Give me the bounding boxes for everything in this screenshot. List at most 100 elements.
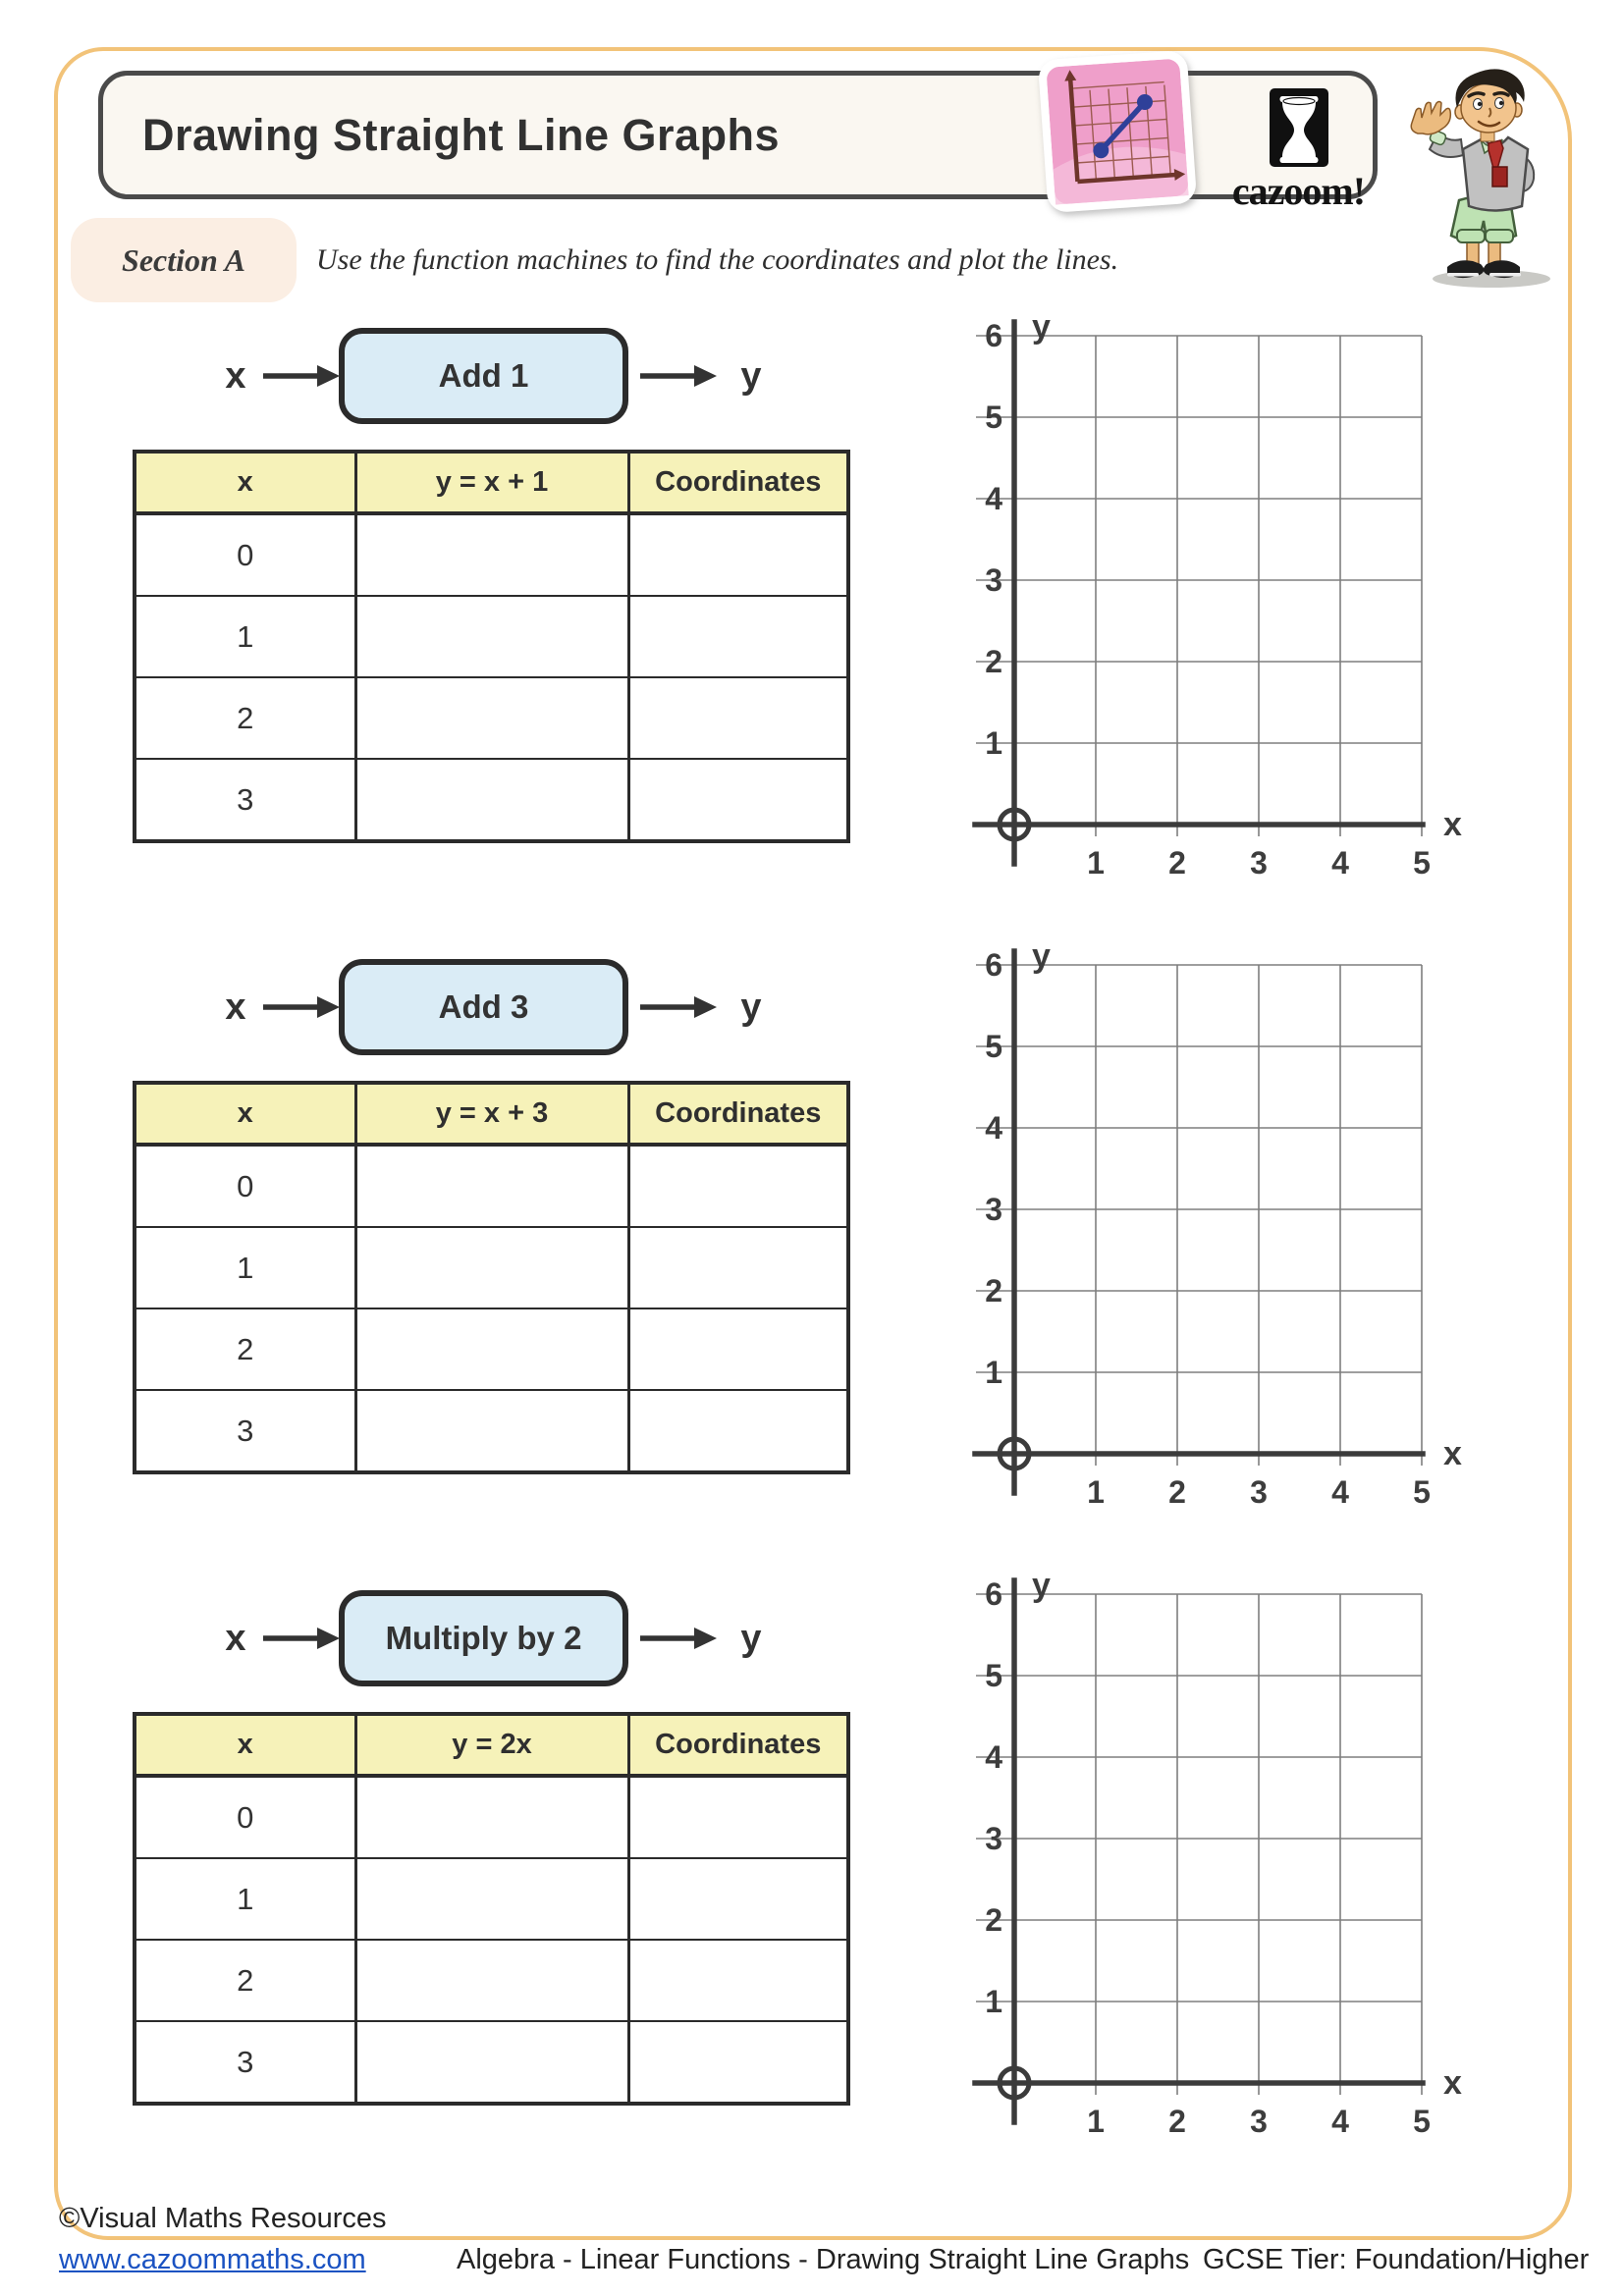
table-row: 2	[133, 676, 850, 760]
origin-marker	[997, 1436, 1032, 1471]
x-tick-label: 2	[1168, 1474, 1186, 1510]
x-value-cell: 0	[133, 512, 357, 597]
arrow-right-icon	[640, 996, 717, 1018]
machine-input-label: x	[225, 1617, 246, 1659]
answer-cell	[353, 1308, 630, 1391]
answer-cell	[626, 1308, 850, 1391]
cazoom-logo-text: cazoom!	[1231, 169, 1366, 213]
answer-cell	[626, 758, 850, 842]
function-table-add-1: x y = x + 1 Coordinates 0 1 2 3	[133, 450, 850, 843]
origin-marker	[997, 807, 1032, 842]
answer-cell	[626, 676, 850, 760]
y-axis-label: y	[1032, 1567, 1051, 1604]
y-tick-label: 2	[985, 1273, 1002, 1308]
x-value-cell: 1	[133, 1857, 357, 1941]
section-instruction: Use the function machines to find the co…	[316, 243, 1119, 276]
arrow-right-icon	[263, 996, 340, 1018]
table-row: 3	[133, 758, 850, 842]
col-header-x: x	[133, 1081, 357, 1147]
graph-sticker-icon	[1037, 49, 1198, 214]
table-row: 3	[133, 2020, 850, 2105]
y-tick-label: 3	[985, 1192, 1002, 1227]
answer-cell	[626, 1226, 850, 1309]
y-tick-label: 2	[985, 644, 1002, 679]
coordinate-grid-3: 6 5 4 3 2 1 1 2 3 4 5 y x	[972, 1567, 1462, 2139]
answer-cell	[353, 1857, 630, 1941]
answer-cell	[626, 1939, 850, 2022]
x-value-cell: 2	[133, 1308, 357, 1391]
machine-operation-box: Multiply by 2	[339, 1590, 628, 1686]
x-tick-label: 5	[1413, 845, 1431, 881]
x-tick-label: 2	[1168, 845, 1186, 881]
function-machine-add-1: x Add 1 y	[133, 322, 859, 430]
table-row: 1	[133, 1857, 850, 1941]
y-tick-label: 2	[985, 1902, 1002, 1938]
table-row: 2	[133, 1308, 850, 1391]
table-row: 0	[133, 512, 850, 597]
copyright-text: ©Visual Maths Resources	[59, 2203, 387, 2234]
y-tick-label: 5	[985, 1029, 1002, 1064]
y-tick-label: 4	[985, 1739, 1002, 1775]
machine-output-label: y	[740, 986, 762, 1028]
col-header-coordinates: Coordinates	[626, 450, 850, 515]
x-value-cell: 2	[133, 1939, 357, 2022]
y-tick-label: 1	[985, 1984, 1002, 2019]
answer-cell	[626, 2020, 850, 2105]
function-table-multiply-by-2: x y = 2x Coordinates 0 1 2 3	[133, 1712, 850, 2106]
x-tick-label: 3	[1250, 1474, 1268, 1510]
function-machine-multiply-by-2: x Multiply by 2 y	[133, 1584, 859, 1692]
table-row: 0	[133, 1144, 850, 1228]
gridlines	[976, 964, 1423, 1466]
answer-cell	[626, 1389, 850, 1473]
mini-line-graph-icon	[1047, 59, 1189, 205]
website-link[interactable]: www.cazoommaths.com	[59, 2244, 366, 2275]
answer-cell	[626, 512, 850, 597]
y-axis-label: y	[1032, 308, 1051, 346]
arrow-right-icon	[263, 1628, 340, 1649]
x-tick-label: 3	[1250, 845, 1268, 881]
page-title: Drawing Straight Line Graphs	[142, 109, 781, 160]
machine-operation-box: Add 1	[339, 328, 628, 424]
x-axis-label: x	[1443, 806, 1462, 843]
x-tick-label: 5	[1413, 2104, 1431, 2139]
x-axis-label: x	[1443, 2064, 1462, 2102]
x-value-cell: 3	[133, 2020, 357, 2105]
gridlines	[976, 335, 1423, 836]
x-tick-label: 4	[1331, 1474, 1349, 1510]
table-row: 3	[133, 1389, 850, 1473]
machine-operation-box: Add 3	[339, 959, 628, 1055]
coordinate-grid-2: 6 5 4 3 2 1 1 2 3 4 5 y x	[972, 937, 1462, 1510]
x-tick-label: 4	[1331, 2104, 1349, 2139]
x-value-cell: 1	[133, 595, 357, 678]
answer-cell	[626, 1857, 850, 1941]
table-row: 1	[133, 595, 850, 678]
machine-input-label: x	[225, 354, 246, 397]
answer-cell	[353, 1144, 630, 1228]
machine-input-label: x	[225, 986, 246, 1028]
table-row: 0	[133, 1775, 850, 1859]
arrow-right-icon	[263, 365, 340, 387]
x-tick-label: 2	[1168, 2104, 1186, 2139]
answer-cell	[353, 1226, 630, 1309]
y-tick-label: 6	[985, 1576, 1002, 1612]
col-header-rule: y = 2x	[353, 1712, 630, 1778]
x-tick-label: 1	[1087, 845, 1105, 881]
answer-cell	[353, 758, 630, 842]
y-tick-label: 1	[985, 1355, 1002, 1390]
answer-cell	[626, 1144, 850, 1228]
y-tick-label: 1	[985, 725, 1002, 761]
y-tick-label: 4	[985, 481, 1002, 516]
col-header-x: x	[133, 1712, 357, 1778]
footer-tier: GCSE Tier: Foundation/Higher	[1203, 2244, 1590, 2275]
cazoom-drum-icon	[1269, 88, 1328, 167]
machine-output-label: y	[740, 1617, 762, 1659]
x-value-cell: 3	[133, 758, 357, 842]
answer-cell	[626, 595, 850, 678]
y-tick-label: 3	[985, 1821, 1002, 1856]
col-header-coordinates: Coordinates	[626, 1081, 850, 1147]
col-header-rule: y = x + 3	[353, 1081, 630, 1147]
gridlines	[976, 1593, 1423, 2095]
answer-cell	[353, 1775, 630, 1859]
y-tick-label: 3	[985, 562, 1002, 598]
